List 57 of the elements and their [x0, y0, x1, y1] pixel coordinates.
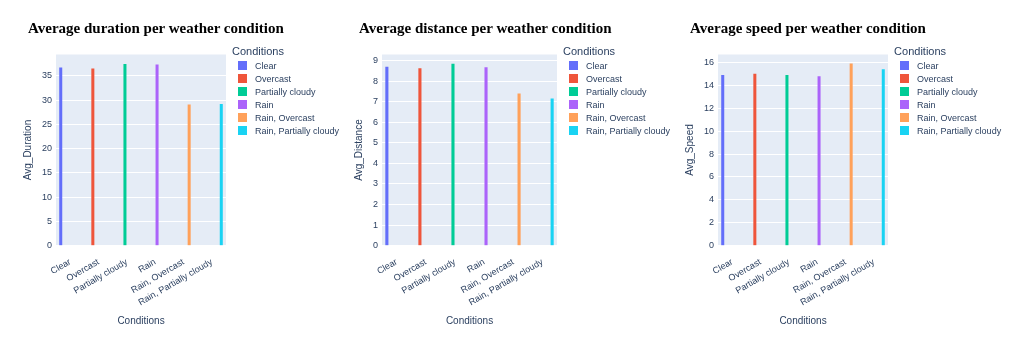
- legend-label: Partially cloudy: [586, 86, 647, 97]
- legend-label: Rain: [255, 99, 274, 110]
- x-axis-title: Conditions: [779, 314, 827, 326]
- y-tick-label: 12: [704, 102, 715, 113]
- y-tick-label: 4: [709, 194, 715, 205]
- legend-label: Rain, Overcast: [586, 112, 646, 123]
- legend-label: Rain: [586, 99, 605, 110]
- legend-label: Rain, Overcast: [917, 112, 977, 123]
- legend-title: Conditions: [232, 45, 285, 57]
- legend-label: Overcast: [917, 73, 954, 84]
- legend-label: Rain, Overcast: [255, 112, 315, 123]
- legend-label: Clear: [255, 60, 277, 71]
- y-tick-label: 16: [704, 56, 715, 67]
- legend-label: Rain, Partially cloudy: [586, 125, 671, 136]
- legend-label: Rain, Partially cloudy: [255, 125, 340, 136]
- y-tick-label: 2: [373, 198, 379, 209]
- y-tick-label: 0: [47, 240, 53, 251]
- y-tick-label: 3: [373, 178, 379, 189]
- legend-label: Rain, Partially cloudy: [917, 125, 1002, 136]
- legend-title: Conditions: [563, 45, 617, 57]
- y-tick-label: 5: [373, 137, 379, 148]
- y-tick-label: 4: [373, 157, 379, 168]
- y-tick-label: 5: [47, 215, 53, 226]
- y-tick-label: 30: [42, 94, 53, 105]
- x-axis-title: Conditions: [117, 314, 165, 326]
- y-tick-label: 25: [42, 118, 53, 129]
- y-tick-label: 20: [42, 143, 53, 154]
- legend-label: Partially cloudy: [917, 86, 978, 97]
- y-tick-label: 2: [709, 217, 715, 228]
- y-tick-label: 35: [42, 70, 53, 81]
- legend-label: Rain: [917, 99, 936, 110]
- chart-title: Average distance per weather condition: [358, 19, 613, 38]
- y-tick-label: 6: [373, 116, 379, 127]
- y-tick-label: 8: [709, 148, 715, 159]
- y-axis-title: Avg_Speed: [683, 124, 695, 176]
- y-tick-label: 10: [42, 191, 53, 202]
- y-tick-label: 1: [373, 219, 379, 230]
- y-tick-label: 9: [373, 55, 379, 66]
- y-tick-label: 6: [709, 171, 715, 182]
- chart-title: Average duration per weather condition: [27, 19, 285, 38]
- legend-title: Conditions: [894, 45, 948, 57]
- y-tick-label: 7: [373, 96, 379, 107]
- y-tick-label: 0: [373, 240, 379, 251]
- legend-label: Clear: [917, 60, 939, 71]
- legend-label: Overcast: [255, 73, 292, 84]
- legend-label: Clear: [586, 60, 608, 71]
- y-tick-label: 10: [704, 125, 715, 136]
- y-tick-label: 15: [42, 167, 53, 178]
- y-tick-label: 14: [704, 79, 715, 90]
- y-tick-label: 8: [373, 75, 379, 86]
- legend-label: Partially cloudy: [255, 86, 316, 97]
- legend-label: Overcast: [586, 73, 623, 84]
- y-axis-title: Avg_Duration: [21, 119, 33, 181]
- y-axis-title: Avg_Distance: [352, 118, 364, 181]
- x-axis-title: Conditions: [445, 314, 494, 326]
- chart-title: Average speed per weather condition: [689, 19, 927, 38]
- y-tick-label: 0: [709, 240, 715, 251]
